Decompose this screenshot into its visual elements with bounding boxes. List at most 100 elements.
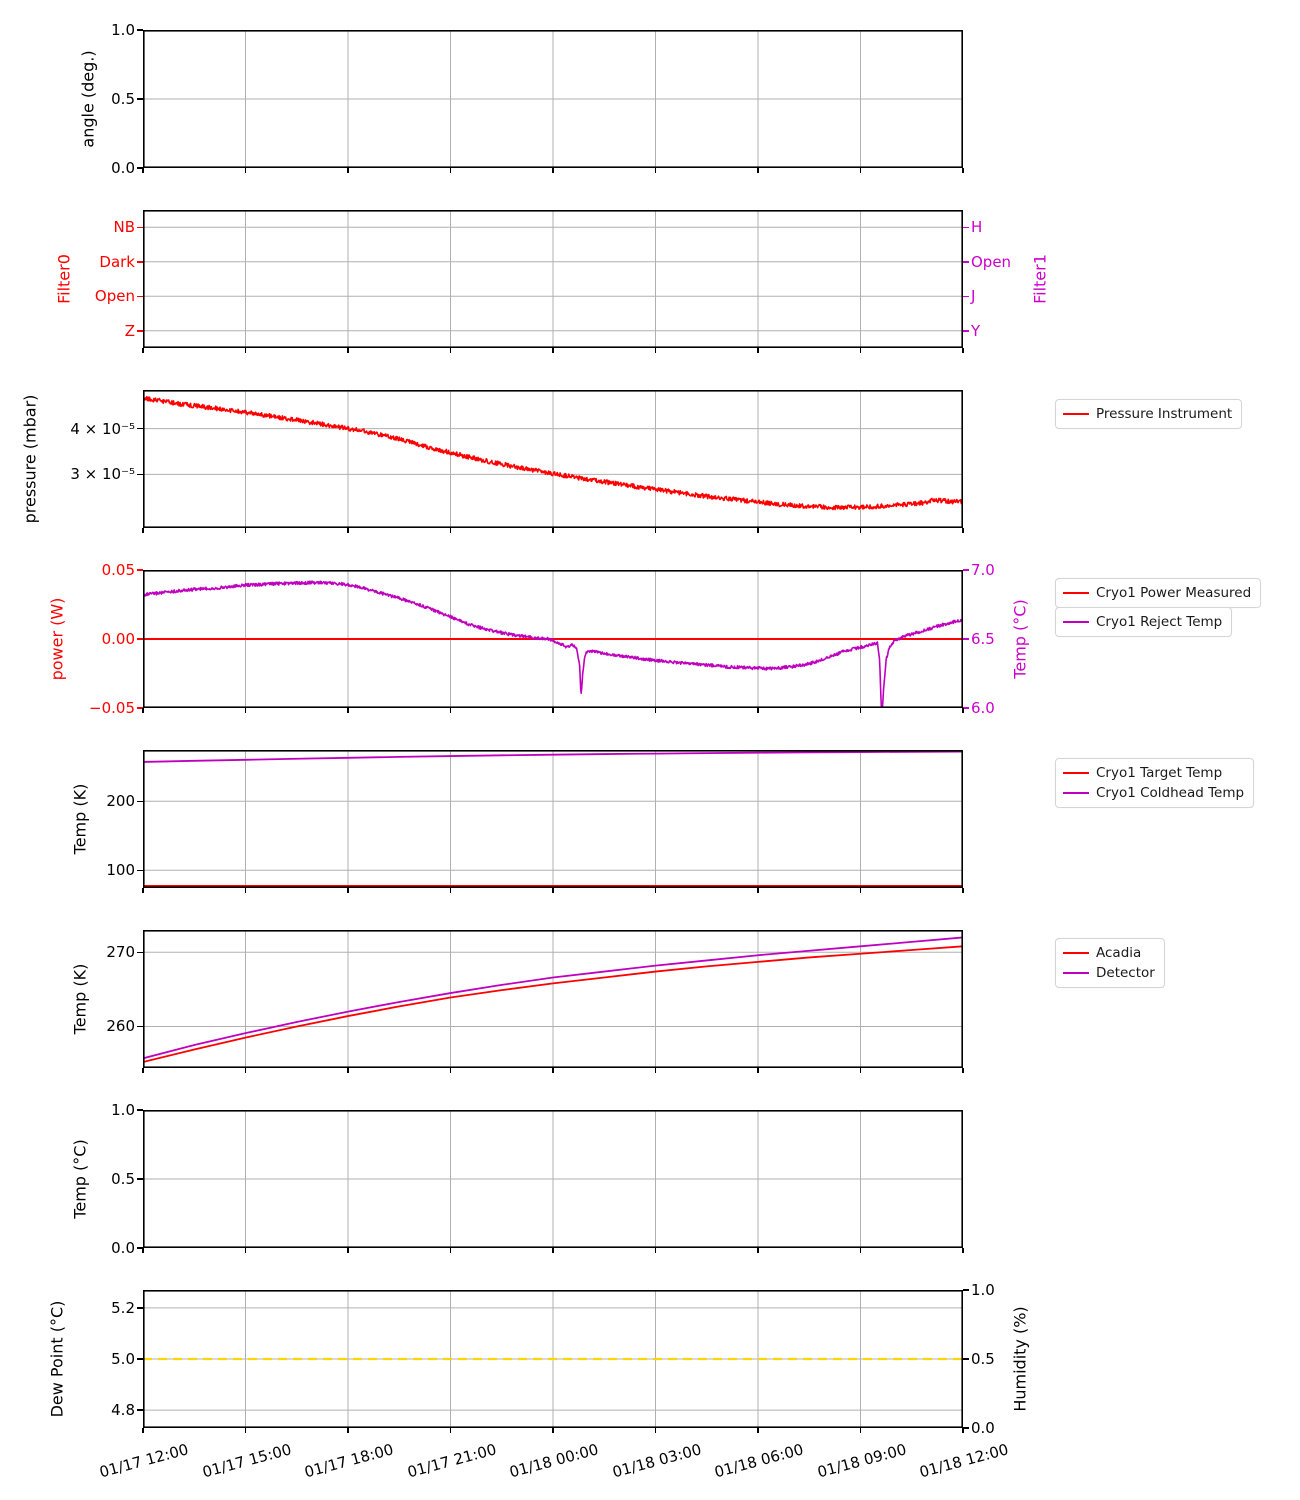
legend: Cryo1 Power Measured <box>1055 578 1262 608</box>
plot-border <box>143 390 963 528</box>
y2-tick-mark <box>963 226 969 228</box>
y-tick-label: 5.2 <box>111 1298 135 1317</box>
y-tick-label: Z <box>124 321 135 340</box>
y2-tick-mark <box>963 569 969 571</box>
x-tick-mark <box>449 1068 452 1073</box>
y-tick-mark <box>137 869 143 872</box>
plot-area-cryo1-temps <box>143 750 963 888</box>
x-tick-mark <box>347 348 349 353</box>
y2-axis-label-dewpoint-humidity: Humidity (%) <box>1010 1306 1030 1412</box>
y-tick-mark <box>137 569 143 571</box>
panel-pressure: 4 × 10⁻⁵ 3 × 10⁻⁵ <box>70 390 964 533</box>
y-axis-label-temp-c: Temp (°C) <box>70 1139 90 1219</box>
y2-tick-mark <box>963 261 969 263</box>
y2-tick-label: 6.0 <box>971 699 995 717</box>
y2-tick-mark <box>963 707 969 709</box>
x-tick-mark <box>654 348 657 353</box>
x-tick-mark <box>552 888 554 893</box>
y-tick-label: 260 <box>106 1017 135 1036</box>
x-tick-mark <box>347 708 349 713</box>
x-tick-mark <box>449 708 452 713</box>
x-tick-mark <box>654 1248 657 1253</box>
y2-tick-mark <box>963 1427 969 1429</box>
y2-tick-label: 0.5 <box>971 1350 995 1368</box>
y-tick-mark <box>137 167 143 169</box>
plot-border <box>143 210 963 348</box>
y-tick-mark <box>137 98 143 100</box>
y-tick-label: NB <box>113 218 135 237</box>
x-tick-mark <box>552 708 554 713</box>
legend: Cryo1 Target Temp Cryo1 Coldhead Temp <box>1055 758 1255 808</box>
legend-label: Cryo1 Power Measured <box>1096 585 1252 601</box>
y2-tick-label: Open <box>971 252 1012 271</box>
legend: Pressure Instrument <box>1055 399 1243 429</box>
x-tick-mark <box>962 708 964 713</box>
legend-label: Acadia <box>1096 945 1142 961</box>
legend: Cryo1 Reject Temp <box>1055 607 1233 637</box>
x-tick-mark <box>449 888 452 893</box>
x-tick-mark <box>244 348 247 353</box>
y2-tick-label: 1.0 <box>971 1281 995 1299</box>
y-tick-label: 4.8 <box>111 1401 135 1420</box>
y-tick-mark <box>137 1409 143 1411</box>
y-tick-mark <box>137 1307 143 1309</box>
y-axis-label-filters: Filter0 <box>54 254 74 304</box>
plot-border <box>143 1110 963 1248</box>
plot-area-temp-c <box>143 1110 963 1248</box>
y-tick-label: −0.05 <box>89 699 135 717</box>
x-tick-mark <box>142 1248 144 1253</box>
y-tick-mark <box>137 427 143 430</box>
plot-area-cryo1-power <box>143 570 963 708</box>
legend-label: Cryo1 Target Temp <box>1096 765 1223 781</box>
x-tick-mark <box>859 528 862 533</box>
x-tick-mark <box>859 1068 862 1073</box>
y-tick-mark <box>137 473 143 476</box>
y-tick-label: 5.0 <box>111 1350 135 1368</box>
x-tick-mark <box>347 1248 349 1253</box>
x-tick-mark <box>654 1428 657 1433</box>
y2-axis-label-filters: Filter1 <box>1030 254 1050 304</box>
x-tick-mark <box>654 708 657 713</box>
plot-area-pressure <box>143 390 963 528</box>
panel-cryo1-temps: 200 100 <box>106 750 964 893</box>
series-pressure-instrument <box>143 395 963 511</box>
y2-tick-label: J <box>971 287 976 306</box>
x-tick-mark <box>449 1248 452 1253</box>
legend-label: Pressure Instrument <box>1096 406 1233 422</box>
legend-label: Cryo1 Coldhead Temp <box>1096 785 1245 801</box>
y2-tick-label: Y <box>971 321 981 340</box>
y-axis-label-pressure: pressure (mbar) <box>20 394 40 524</box>
plot-border <box>143 1290 963 1428</box>
y2-tick-label: 7.0 <box>971 561 995 579</box>
plot-border <box>143 750 963 888</box>
x-tick-mark <box>552 1428 554 1433</box>
plot-area-bench-temps <box>143 930 963 1068</box>
y-tick-mark <box>137 1178 143 1180</box>
x-tick-mark <box>962 1248 964 1253</box>
legend-label: Cryo1 Reject Temp <box>1096 614 1223 630</box>
x-tick-mark <box>757 1068 759 1073</box>
legend-line-sample <box>1063 792 1089 794</box>
y-tick-label: 0.0 <box>111 1239 135 1257</box>
y-tick-mark <box>137 1358 143 1360</box>
x-tick-mark <box>552 1068 554 1073</box>
y-tick-label: Dark <box>99 252 135 271</box>
y-tick-mark <box>137 707 143 709</box>
y-tick-label: 200 <box>106 792 135 811</box>
x-tick-mark <box>142 348 144 353</box>
x-tick-mark <box>347 1068 349 1073</box>
y-tick-mark <box>137 1247 143 1249</box>
x-tick-mark <box>142 168 144 173</box>
legend: Acadia Detector <box>1055 938 1165 988</box>
x-tick-mark <box>962 888 964 893</box>
y2-tick-label: 0.0 <box>971 1419 995 1437</box>
x-tick-mark <box>244 1428 247 1433</box>
x-tick-mark <box>244 708 247 713</box>
y-tick-label: 0.00 <box>101 630 135 648</box>
x-tick-mark <box>449 168 452 173</box>
x-tick-mark <box>142 528 144 533</box>
x-tick-mark <box>142 888 144 893</box>
x-tick-mark <box>859 1428 862 1433</box>
y2-tick-mark <box>963 1289 969 1291</box>
y-tick-label: 100 <box>106 861 135 880</box>
